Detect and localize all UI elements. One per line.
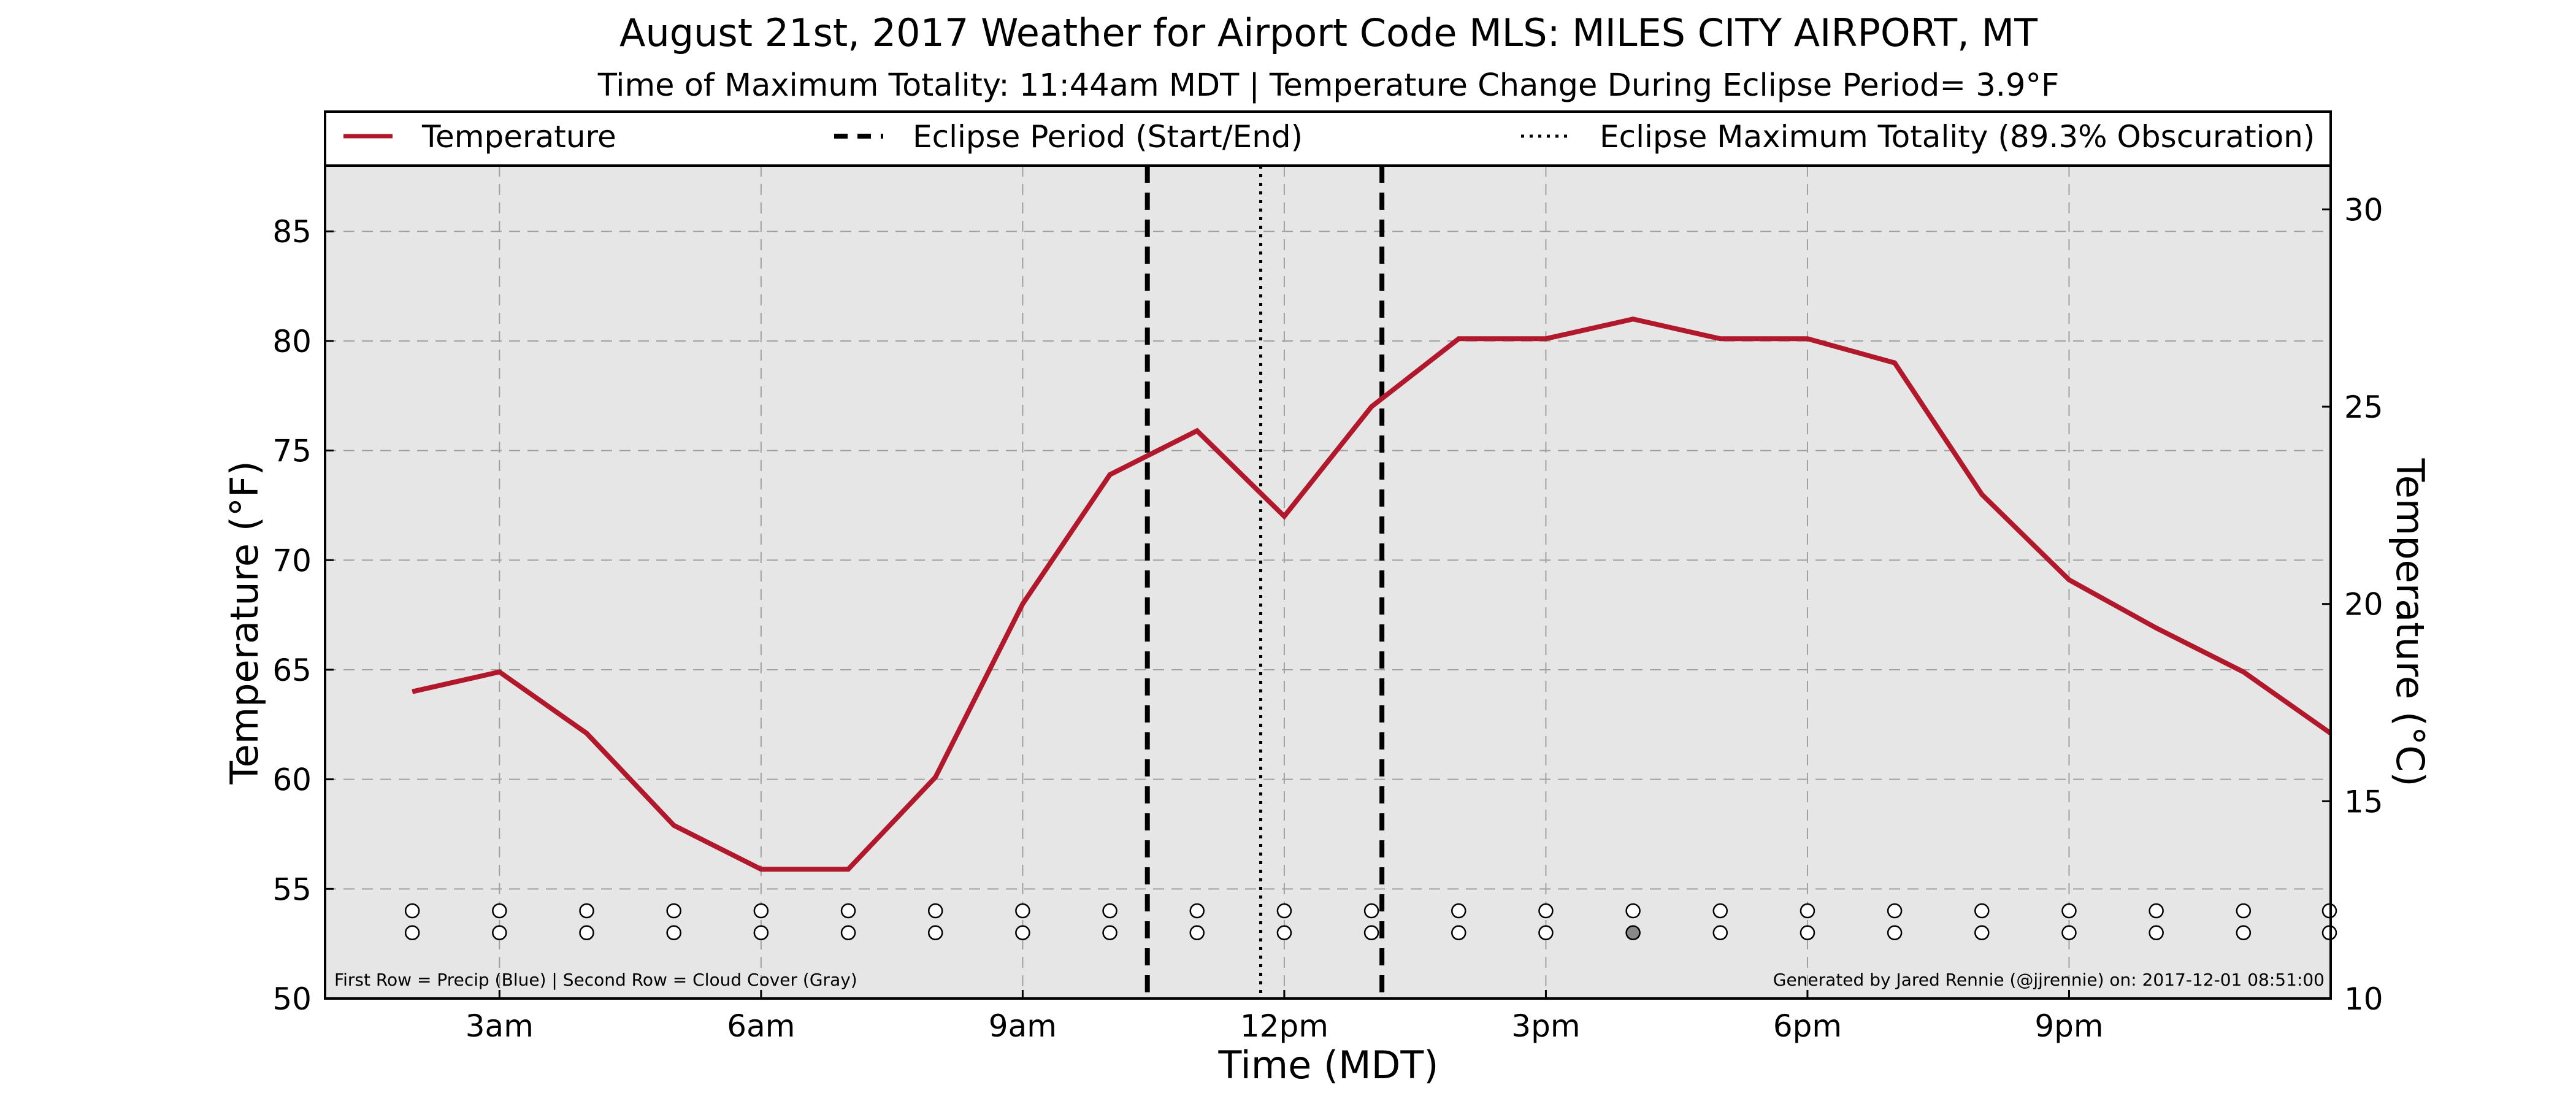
y-tick-label: 65 <box>272 653 312 688</box>
cloud-cover-marker <box>753 925 769 941</box>
cloud-cover-marker <box>1887 925 1903 941</box>
y-tick-label: 55 <box>272 872 312 907</box>
cloud-cover-marker <box>1451 925 1466 941</box>
x-tick-label: 3pm <box>1511 1008 1580 1044</box>
cloud-cover-marker <box>579 925 594 941</box>
precip-marker <box>1712 903 1728 919</box>
cloud-cover-marker <box>2149 925 2164 941</box>
x-tick-label: 6pm <box>1773 1008 1842 1044</box>
precip-marker <box>927 903 943 919</box>
footnote-right: Generated by Jared Rennie (@jjrennie) on… <box>1773 970 2325 990</box>
precip-marker <box>840 903 856 919</box>
precip-marker <box>1800 903 1815 919</box>
y-axis-label-right: Temperature (°C) <box>2388 458 2432 786</box>
precip-marker <box>2236 903 2252 919</box>
precip-marker <box>1451 903 1466 919</box>
precip-marker <box>1625 903 1641 919</box>
precip-marker <box>579 903 594 919</box>
cloud-cover-marker <box>1363 925 1379 941</box>
cloud-cover-marker <box>1538 925 1554 941</box>
precip-marker <box>1189 903 1205 919</box>
cloud-cover-marker <box>1015 925 1030 941</box>
cloud-cover-marker <box>2236 925 2252 941</box>
chart-title: August 21st, 2017 Weather for Airport Co… <box>619 10 2038 55</box>
precip-marker <box>404 903 420 919</box>
y-tick-label: 70 <box>272 543 312 578</box>
precip-marker <box>1276 903 1292 919</box>
y-tick-label: 75 <box>272 434 312 469</box>
x-tick-label: 6am <box>727 1008 795 1044</box>
legend-band <box>325 112 2331 166</box>
precip-marker <box>1015 903 1030 919</box>
precip-marker <box>1974 903 1990 919</box>
cloud-cover-marker <box>404 925 420 941</box>
precip-marker <box>1363 903 1379 919</box>
cloud-cover-marker <box>1712 925 1728 941</box>
y-tick-label: 85 <box>272 214 312 250</box>
cloud-cover-marker <box>1974 925 1990 941</box>
plot-frame <box>324 110 2332 1000</box>
plot-area <box>325 166 2331 999</box>
precip-marker <box>1887 903 1903 919</box>
y-tick-label: 50 <box>272 981 312 1017</box>
x-axis-label: Time (MDT) <box>1218 1043 1439 1087</box>
cloud-cover-marker <box>666 925 681 941</box>
cloud-cover-marker <box>1800 925 1815 941</box>
legend-max-totality-label: Eclipse Maximum Totality (89.3% Obscurat… <box>1600 119 2315 155</box>
cloud-cover-marker <box>1102 925 1117 941</box>
legend: Temperature Eclipse Period (Start/End) E… <box>343 119 2315 155</box>
x-tick-label: 9pm <box>2034 1008 2103 1044</box>
chart-subtitle: Time of Maximum Totality: 11:44am MDT | … <box>597 67 2060 104</box>
legend-eclipse-period-label: Eclipse Period (Start/End) <box>913 119 1303 155</box>
y-axis-label-left: Temperature (°F) <box>222 461 267 784</box>
y-tick-label: 60 <box>272 762 312 798</box>
cloud-cover-marker <box>1189 925 1205 941</box>
footnote-left: First Row = Precip (Blue) | Second Row =… <box>334 970 857 990</box>
precip-marker <box>2061 903 2077 919</box>
y-right-tick-label: 30 <box>2344 192 2383 228</box>
y-tick-label: 80 <box>272 324 312 359</box>
y-right-tick-label: 10 <box>2344 981 2383 1017</box>
cloud-cover-marker <box>1625 925 1641 941</box>
cloud-cover-marker <box>927 925 943 941</box>
cloud-cover-marker <box>2061 925 2077 941</box>
y-right-tick-label: 25 <box>2344 389 2383 425</box>
cloud-cover-marker <box>492 925 507 941</box>
cloud-cover-marker <box>840 925 856 941</box>
x-tick-label: 9am <box>989 1008 1057 1044</box>
x-tick-label: 3am <box>466 1008 534 1044</box>
cloud-cover-marker <box>1276 925 1292 941</box>
precip-marker <box>666 903 681 919</box>
precip-marker <box>1538 903 1554 919</box>
y-right-tick-label: 20 <box>2344 587 2383 623</box>
precip-marker <box>492 903 507 919</box>
y-right-tick-label: 15 <box>2344 784 2383 819</box>
precip-marker <box>2149 903 2164 919</box>
precip-marker <box>753 903 769 919</box>
precip-marker <box>1102 903 1117 919</box>
x-tick-label: 12pm <box>1240 1008 1328 1044</box>
legend-temperature-label: Temperature <box>421 119 616 155</box>
